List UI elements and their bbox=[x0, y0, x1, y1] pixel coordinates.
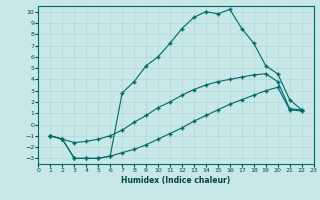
X-axis label: Humidex (Indice chaleur): Humidex (Indice chaleur) bbox=[121, 176, 231, 185]
